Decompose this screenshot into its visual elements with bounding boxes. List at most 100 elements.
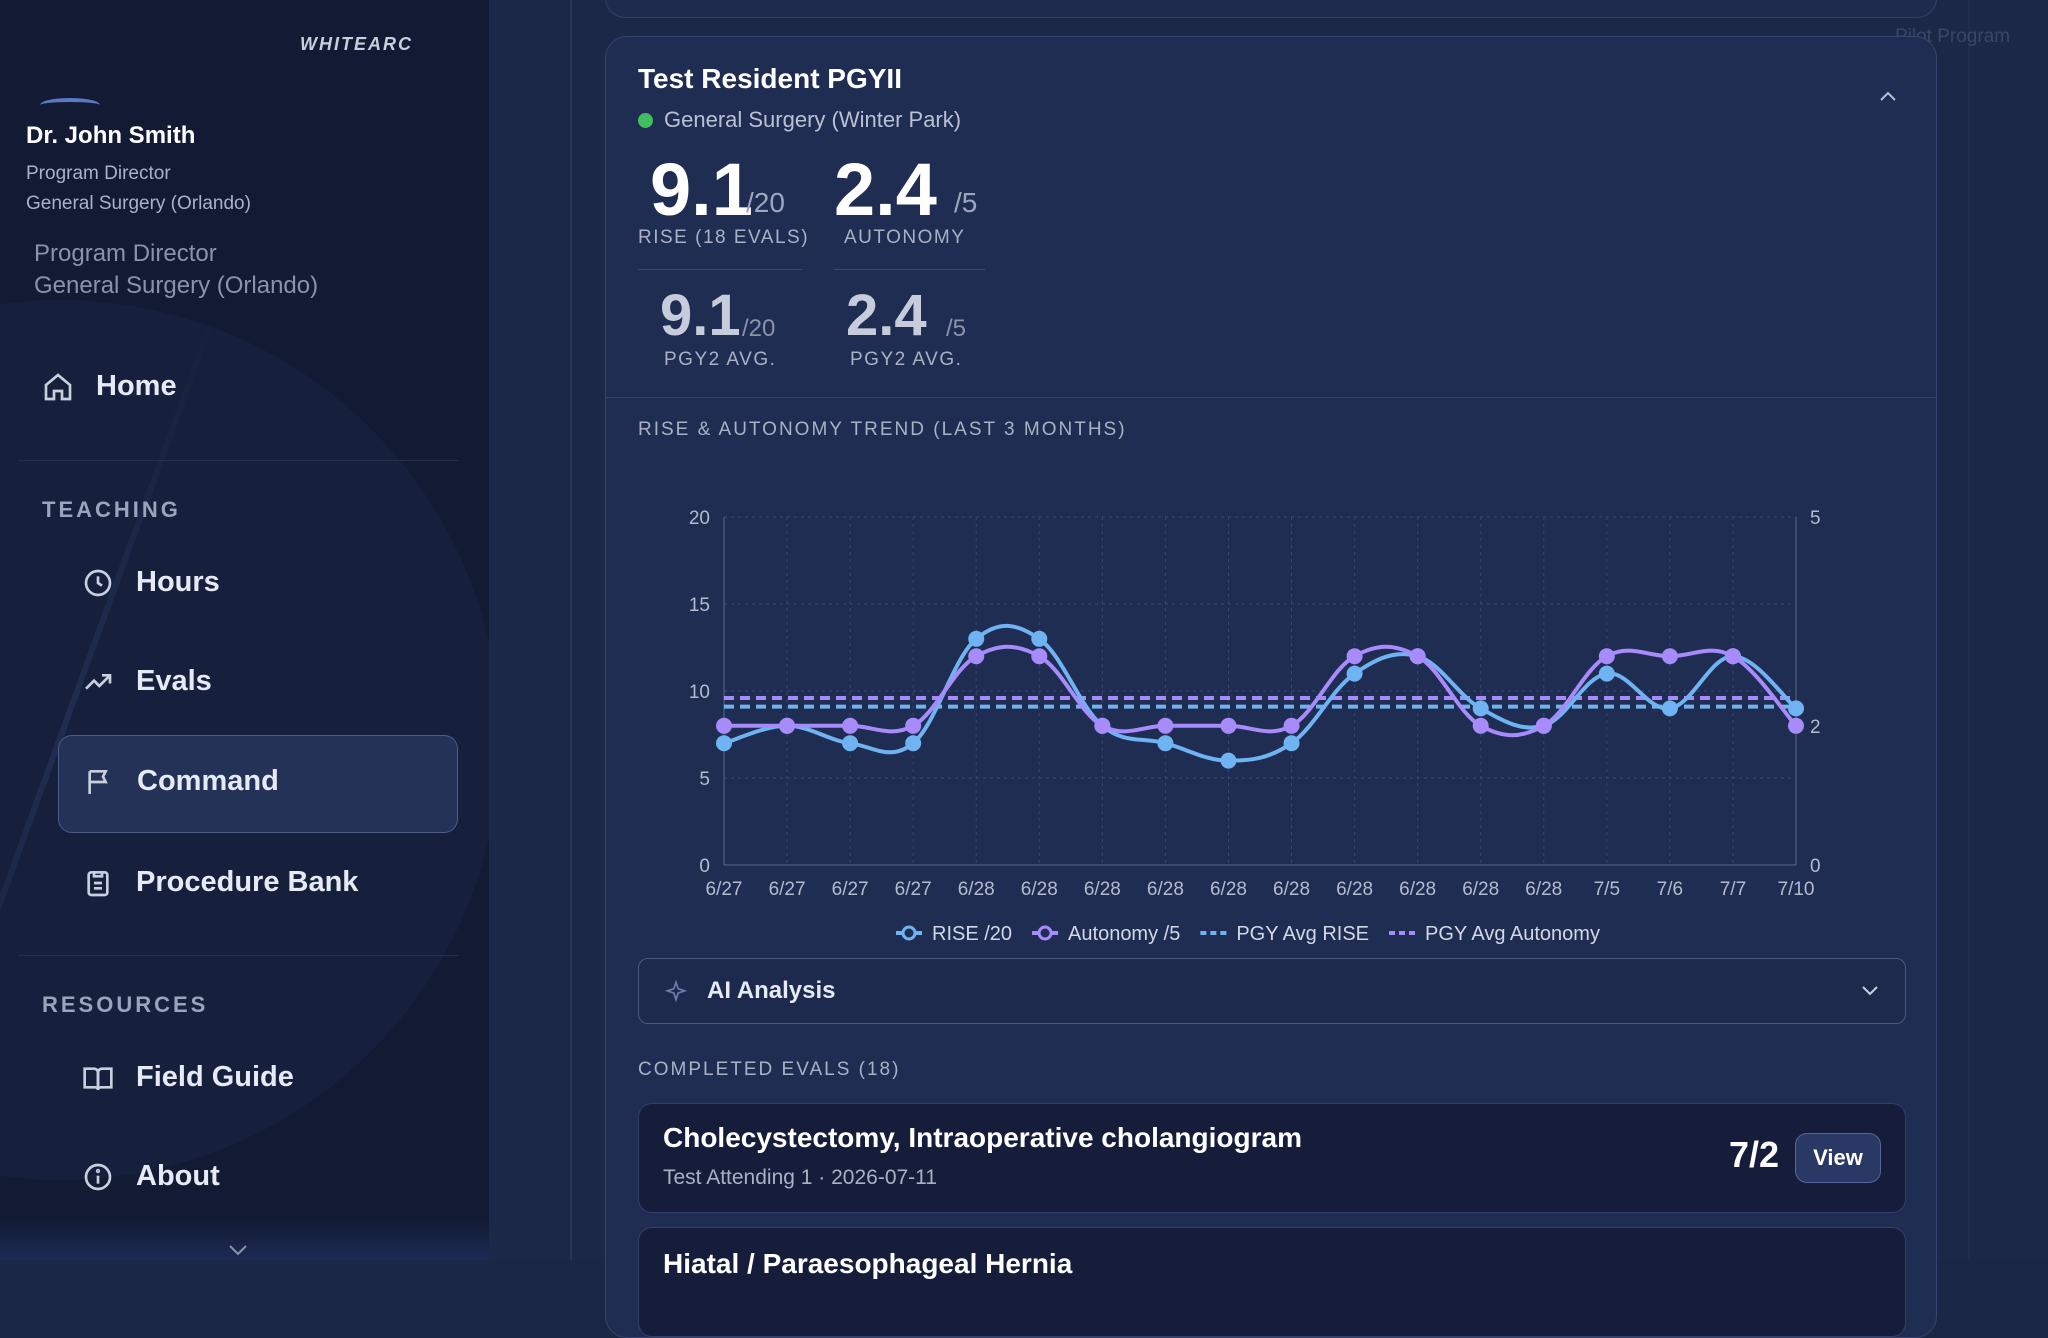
section-label-resources: RESOURCES	[42, 992, 209, 1017]
sidebar-item-evals[interactable]: Evals	[82, 665, 212, 698]
pgy-rise-caption: PGY2 AVG.	[664, 349, 777, 370]
home-icon	[44, 372, 72, 400]
autonomy-series-point	[1220, 717, 1237, 734]
eval-title: Cholecystectomy, Intraoperative cholangi…	[663, 1122, 1302, 1153]
section-label-teaching: TEACHING	[42, 497, 181, 522]
legend-marker-autonomy-5	[1037, 925, 1053, 941]
autonomy-series-point	[779, 717, 796, 734]
x-tick-label: 6/28	[1021, 879, 1058, 900]
trending-up-icon	[85, 673, 112, 690]
y-left-tick-label: 10	[689, 682, 710, 703]
autonomy-series-point	[1598, 648, 1615, 665]
chevron-up-icon[interactable]	[1878, 89, 1898, 103]
chevron-down-icon[interactable]	[226, 1242, 250, 1258]
autonomy-series-point	[1031, 648, 1048, 665]
x-tick-label: 7/7	[1720, 879, 1746, 900]
flag-icon	[88, 769, 108, 794]
x-tick-label: 7/6	[1657, 879, 1683, 900]
rise-series-point	[1283, 735, 1300, 752]
y-right-tick-label: 5	[1810, 508, 1821, 529]
rise-score: 9.1	[650, 148, 753, 231]
x-tick-label: 6/27	[769, 879, 806, 900]
sidebar-divider	[18, 460, 458, 461]
resident-name: Test Resident PGYII	[638, 63, 902, 94]
profile-role: Program Director	[26, 163, 171, 184]
autonomy-caption: AUTONOMY	[844, 227, 966, 248]
eval-score: 7/2	[1728, 1134, 1779, 1175]
x-tick-label: 6/27	[832, 879, 869, 900]
avatar	[40, 98, 100, 112]
sidebar-item-home[interactable]: Home	[42, 370, 177, 403]
brand-logo: WHITEARC	[300, 34, 413, 54]
legend-label-pgy-avg-autonomy: PGY Avg Autonomy	[1425, 923, 1600, 945]
autonomy-series-point	[905, 717, 922, 734]
chevron-down-icon	[1862, 986, 1878, 996]
status-dot	[638, 113, 653, 128]
legend-label-rise-20: RISE /20	[932, 923, 1012, 945]
card-divider	[606, 397, 1936, 398]
rise-series-point	[968, 630, 985, 647]
pgy-rise-avg: 9.1	[660, 283, 741, 348]
pgy-autonomy-caption: PGY2 AVG.	[850, 349, 963, 370]
autonomy-series-point	[1409, 648, 1426, 665]
autonomy-series-point	[1472, 717, 1489, 734]
autonomy-series-point	[842, 717, 859, 734]
y-left-tick-label: 0	[699, 856, 710, 877]
sidebar-item-label: About	[136, 1160, 220, 1192]
sparkles-icon	[664, 979, 688, 1003]
sidebar-decoration-beam	[0, 306, 220, 1154]
stat-divider	[638, 269, 803, 270]
sidebar-item-label: Field Guide	[136, 1061, 294, 1093]
autonomy-series-point	[1535, 717, 1552, 734]
sidebar-item-label: Hours	[136, 566, 220, 598]
sidebar-item-procedure-bank[interactable]: Procedure Bank	[82, 866, 358, 899]
sidebar-item-label: Home	[96, 370, 177, 402]
rise-series-point	[716, 735, 732, 752]
sidebar-item-command[interactable]: Command	[58, 735, 458, 833]
autonomy-score: 2.4	[834, 148, 937, 231]
autonomy-series-point	[1661, 648, 1678, 665]
x-tick-label: 6/28	[1525, 879, 1562, 900]
rise-caption: RISE (18 EVALS)	[638, 227, 810, 248]
autonomy-series-point	[716, 717, 732, 734]
eval-card: Cholecystectomy, Intraoperative cholangi…	[638, 1103, 1906, 1213]
ai-analysis-toggle[interactable]: AI Analysis	[638, 958, 1906, 1024]
resident-card: Test Resident PGYII General Surgery (Win…	[605, 36, 1937, 1338]
x-tick-label: 6/28	[958, 879, 995, 900]
rise-series-point	[1157, 735, 1174, 752]
rise-series-point	[1598, 665, 1615, 682]
stat-divider	[834, 269, 985, 270]
sidebar-item-field-guide[interactable]: Field Guide	[82, 1061, 294, 1094]
layout-rail	[570, 0, 572, 1260]
eval-meta: Test Attending 1 · 2026-07-11	[663, 1166, 937, 1189]
x-tick-label: 6/28	[1084, 879, 1121, 900]
x-tick-label: 6/28	[1399, 879, 1436, 900]
layout-rail-right	[1968, 0, 1970, 1260]
y-left-tick-label: 15	[689, 595, 710, 616]
sidebar-item-about[interactable]: About	[82, 1160, 220, 1193]
autonomy-series-point	[1788, 717, 1804, 734]
info-icon	[84, 1163, 112, 1190]
eval-card: Hiatal / Paraesophageal Hernia	[638, 1227, 1906, 1337]
x-tick-label: 7/5	[1594, 879, 1620, 900]
sidebar-item-hours[interactable]: Hours	[82, 566, 220, 599]
view-button[interactable]: View	[1795, 1133, 1881, 1183]
autonomy-series-point	[1346, 648, 1363, 665]
autonomy-series-point	[1724, 648, 1741, 665]
clock-icon	[84, 569, 112, 596]
pgy-autonomy-max: /5	[946, 315, 967, 342]
ai-analysis-label: AI Analysis	[707, 977, 836, 1004]
profile-role-secondary: Program Director	[34, 240, 217, 267]
sidebar: WHITEARC Dr. John Smith Program Director…	[0, 0, 489, 1260]
autonomy-series-point	[1283, 717, 1300, 734]
rise-series-point	[1220, 752, 1237, 769]
legend-label-autonomy-5: Autonomy /5	[1068, 923, 1180, 945]
sidebar-item-command-content: Command	[83, 765, 279, 798]
rise-series-point	[905, 735, 922, 752]
legend-label-pgy-avg-rise: PGY Avg RISE	[1236, 923, 1369, 945]
autonomy-series-point	[968, 648, 985, 665]
clipboard-icon	[87, 870, 109, 896]
y-left-tick-label: 5	[699, 769, 710, 790]
y-right-tick-label: 0	[1810, 856, 1821, 877]
x-tick-label: 7/10	[1778, 879, 1815, 900]
